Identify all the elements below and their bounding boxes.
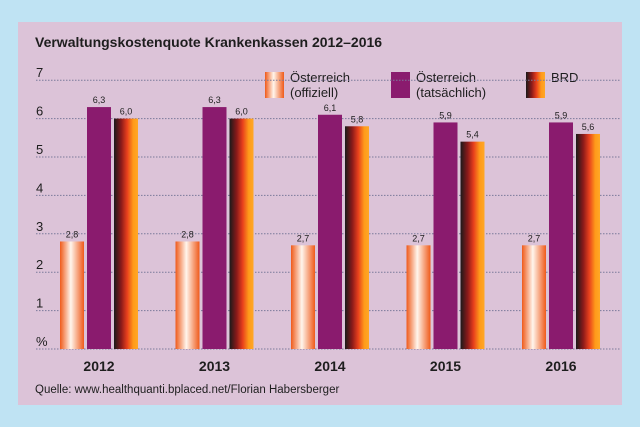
y-tick-label: % [36, 334, 48, 349]
data-label: 5,9 [439, 110, 452, 120]
data-label: 5,4 [466, 130, 479, 140]
bar-2012-series-1 [87, 107, 111, 349]
data-label: 6,0 [235, 107, 248, 117]
bar-2016-series-0 [522, 245, 546, 349]
y-tick-label: 4 [36, 180, 43, 195]
bar-2014-series-2 [345, 126, 369, 349]
data-label: 6,0 [120, 107, 133, 117]
bar-2012-series-0 [60, 241, 84, 349]
data-label: 2,8 [66, 229, 79, 239]
legend-label: Österreich (offiziell) [290, 70, 350, 100]
bar-2016-series-1 [549, 122, 573, 349]
legend-swatch-purple [391, 72, 410, 98]
chart-title: Verwaltungskostenquote Krankenkassen 201… [35, 34, 383, 50]
legend-swatch-brd [526, 72, 545, 98]
chart-panel: Verwaltungskostenquote Krankenkassen 201… [18, 22, 622, 405]
x-tick-label: 2012 [83, 358, 114, 374]
data-label: 6,1 [324, 103, 337, 113]
y-tick-label: 6 [36, 104, 43, 119]
y-tick-label: 1 [36, 296, 43, 311]
x-tick-label: 2014 [314, 358, 345, 374]
bar-2015-series-0 [406, 245, 431, 349]
bar-2015-series-2 [460, 141, 485, 349]
data-label: 6,3 [93, 95, 106, 105]
x-tick-label: 2013 [199, 358, 230, 374]
source-note: Quelle: www.healthquanti.bplaced.net/Flo… [35, 384, 340, 396]
bar-2013-series-2 [229, 118, 254, 349]
legend-label: BRD [551, 70, 579, 85]
y-tick-label: 3 [36, 219, 43, 234]
bar-2016-series-2 [576, 133, 600, 349]
data-label: 5,9 [555, 110, 568, 120]
bar-2015-series-1 [433, 122, 458, 349]
data-label: 5,6 [582, 122, 595, 132]
x-tick-label: 2016 [545, 358, 576, 374]
x-tick-label: 2015 [430, 358, 461, 374]
data-label: 5,8 [351, 114, 364, 124]
legend-swatch-orange [265, 72, 284, 98]
data-label: 2,7 [412, 233, 425, 243]
bar-2014-series-0 [291, 245, 315, 349]
bar-2013-series-1 [202, 107, 227, 349]
bar-2013-series-0 [175, 241, 200, 349]
data-label: 2,7 [297, 233, 310, 243]
bar-chart: % 1 2 3 4 5 6 7 2,8 6,3 6,0 2,8 6,3 6,0 2,7 6,1 5,8 2,7 5… [36, 65, 620, 374]
y-tick-label: 2 [36, 257, 43, 272]
y-tick-label: 5 [36, 142, 43, 157]
data-label: 6,3 [208, 95, 221, 105]
bar-2014-series-1 [318, 114, 342, 349]
legend-label: Österreich (tatsächlich) [416, 70, 487, 100]
y-tick-label: 7 [36, 65, 43, 80]
data-label: 2,8 [181, 229, 194, 239]
bar-2012-series-2 [114, 118, 138, 349]
data-label: 2,7 [528, 233, 541, 243]
